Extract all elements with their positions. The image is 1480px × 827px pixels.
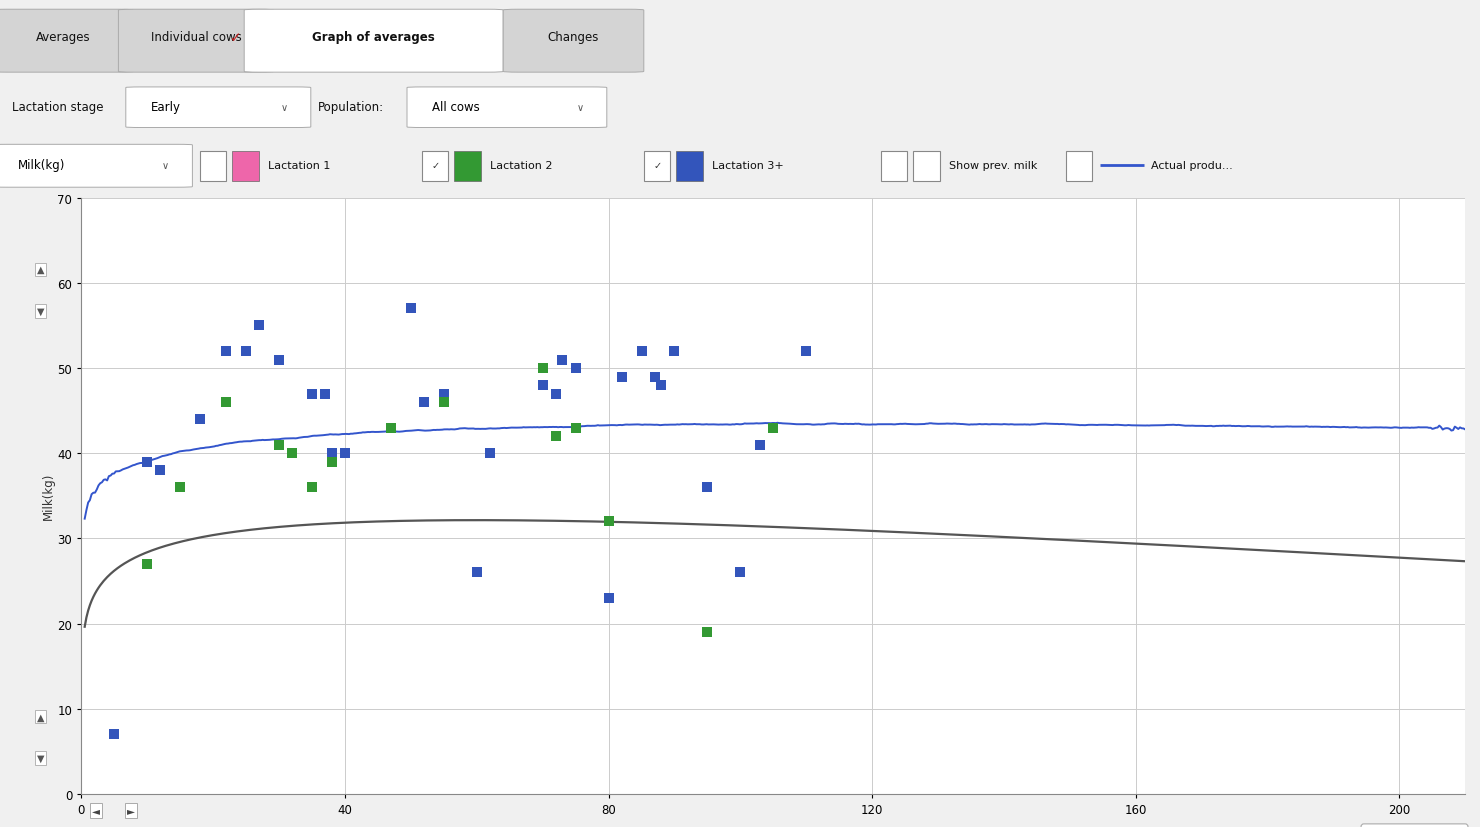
Point: [314, 388, 337, 401]
Text: Milk(kg): Milk(kg): [18, 159, 65, 172]
FancyBboxPatch shape: [0, 146, 192, 188]
FancyBboxPatch shape: [200, 151, 226, 182]
Point: [300, 388, 324, 401]
Y-axis label: Milk(kg): Milk(kg): [41, 472, 55, 520]
Text: ∨: ∨: [577, 103, 583, 112]
Point: [478, 447, 502, 461]
FancyBboxPatch shape: [232, 151, 259, 182]
Point: [642, 370, 666, 384]
FancyBboxPatch shape: [118, 10, 274, 73]
Text: Lactation stage: Lactation stage: [12, 101, 104, 114]
FancyBboxPatch shape: [913, 151, 940, 182]
FancyBboxPatch shape: [244, 10, 503, 73]
Text: Changes: Changes: [548, 31, 599, 44]
Point: [413, 396, 437, 409]
FancyBboxPatch shape: [454, 151, 481, 182]
FancyBboxPatch shape: [644, 151, 670, 182]
FancyBboxPatch shape: [881, 151, 907, 182]
Point: [188, 413, 212, 426]
Text: ✓: ✓: [229, 31, 241, 45]
Text: ▲: ▲: [37, 711, 44, 721]
Text: Graph of averages: Graph of averages: [312, 31, 435, 44]
Point: [268, 353, 292, 366]
Point: [761, 422, 784, 435]
Text: ✓: ✓: [653, 160, 662, 170]
Text: ▲: ▲: [37, 265, 44, 275]
FancyBboxPatch shape: [407, 88, 607, 128]
Point: [333, 447, 357, 461]
Point: [564, 422, 588, 435]
Point: [268, 438, 292, 452]
Text: Early: Early: [151, 101, 181, 114]
Point: [102, 728, 126, 741]
Text: Lactation 1: Lactation 1: [268, 160, 330, 170]
Point: [215, 345, 238, 358]
Text: ∨: ∨: [281, 103, 287, 112]
Point: [629, 345, 653, 358]
Point: [545, 430, 568, 443]
Point: [610, 370, 633, 384]
Point: [795, 345, 818, 358]
Point: [596, 591, 620, 605]
Text: All cows: All cows: [432, 101, 480, 114]
Point: [531, 379, 555, 392]
Point: [650, 379, 673, 392]
Text: Show prev. milk: Show prev. milk: [949, 160, 1037, 170]
Point: [247, 319, 271, 332]
Point: [136, 456, 160, 469]
Text: Actual produ...: Actual produ...: [1151, 160, 1233, 170]
Point: [596, 515, 620, 528]
Point: [696, 626, 719, 639]
Point: [169, 481, 192, 495]
Point: [320, 456, 343, 469]
Text: Averages: Averages: [36, 31, 90, 44]
Point: [432, 396, 456, 409]
Text: Lactation 2: Lactation 2: [490, 160, 552, 170]
Text: ✓: ✓: [431, 160, 440, 170]
Text: ∨: ∨: [163, 160, 169, 170]
Point: [379, 422, 403, 435]
Point: [531, 362, 555, 375]
Text: ◄: ◄: [92, 805, 99, 815]
Point: [663, 345, 687, 358]
Text: ►: ►: [127, 805, 135, 815]
Point: [551, 353, 574, 366]
Text: Individual cows: Individual cows: [151, 31, 241, 44]
Point: [136, 557, 160, 571]
Point: [234, 345, 258, 358]
Point: [545, 388, 568, 401]
Point: [280, 447, 303, 461]
FancyBboxPatch shape: [126, 88, 311, 128]
Text: ▼: ▼: [37, 307, 44, 317]
Point: [749, 438, 773, 452]
FancyBboxPatch shape: [1066, 151, 1092, 182]
Point: [564, 362, 588, 375]
Point: [465, 566, 488, 580]
FancyBboxPatch shape: [503, 10, 644, 73]
Text: ▼: ▼: [37, 753, 44, 763]
Text: Lactation 3+: Lactation 3+: [712, 160, 783, 170]
Point: [432, 388, 456, 401]
Point: [215, 396, 238, 409]
Point: [400, 303, 423, 316]
Point: [320, 447, 343, 461]
FancyBboxPatch shape: [0, 10, 133, 73]
Point: [696, 481, 719, 495]
FancyBboxPatch shape: [676, 151, 703, 182]
Text: Population:: Population:: [318, 101, 385, 114]
FancyBboxPatch shape: [422, 151, 448, 182]
Point: [300, 481, 324, 495]
Point: [148, 464, 172, 477]
Point: [728, 566, 752, 580]
